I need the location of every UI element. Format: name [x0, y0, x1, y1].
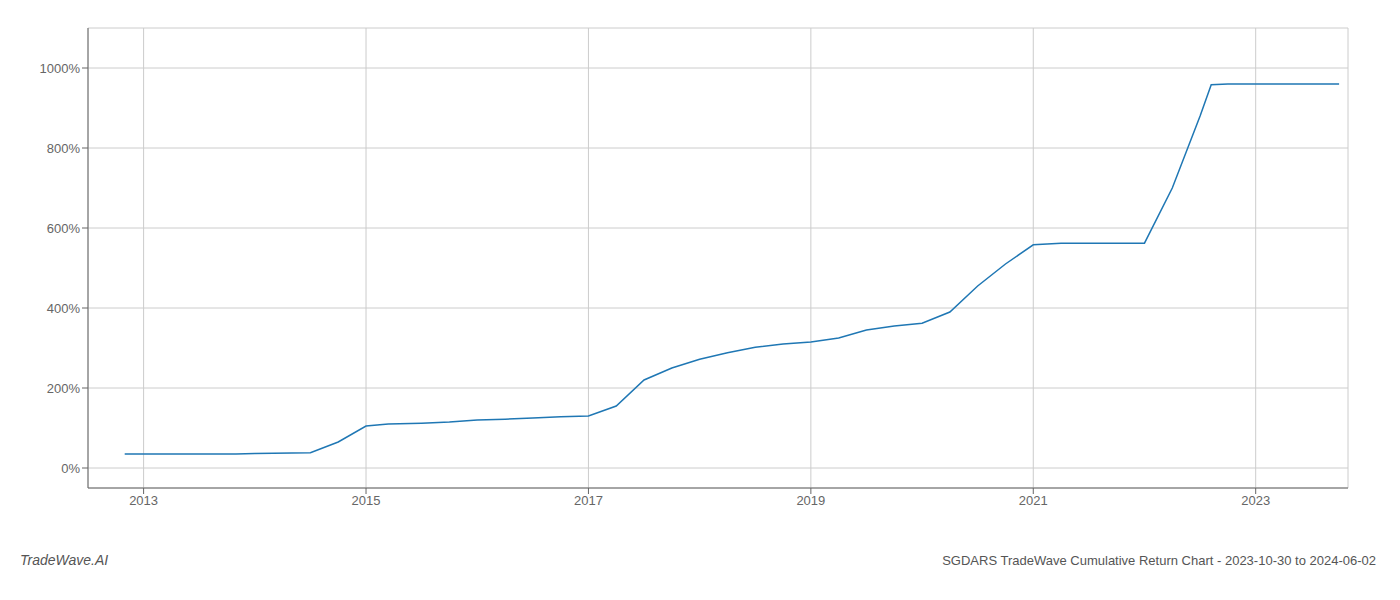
svg-text:2019: 2019: [796, 493, 825, 508]
svg-text:2017: 2017: [574, 493, 603, 508]
html-text:TradeWave.AI: TradeWave.AI: [20, 552, 109, 568]
svg-text:1000%: 1000%: [40, 61, 81, 76]
svg-text:2023: 2023: [1241, 493, 1270, 508]
svg-text:2013: 2013: [129, 493, 158, 508]
html-text:SGDARS TradeWave Cumulative Re: SGDARS TradeWave Cumulative Return Chart…: [942, 553, 1376, 568]
svg-text:800%: 800%: [47, 141, 81, 156]
svg-text:600%: 600%: [47, 221, 81, 236]
svg-text:400%: 400%: [47, 301, 81, 316]
svg-text:2015: 2015: [352, 493, 381, 508]
svg-text:200%: 200%: [47, 381, 81, 396]
svg-text:0%: 0%: [61, 461, 80, 476]
svg-text:2021: 2021: [1019, 493, 1048, 508]
